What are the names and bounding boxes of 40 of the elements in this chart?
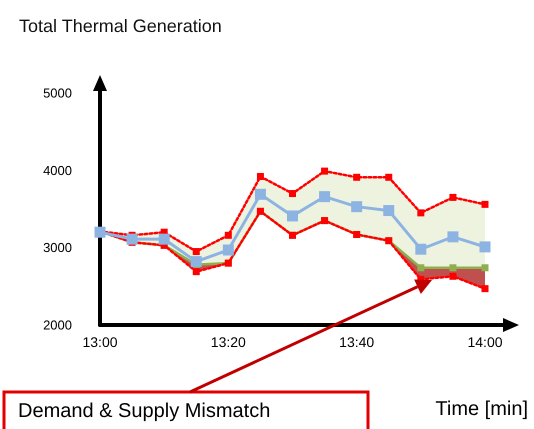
point xyxy=(126,234,138,245)
point xyxy=(385,174,392,181)
y-tick-label: 4000 xyxy=(43,162,72,178)
x-tick-label: 14:00 xyxy=(467,334,503,350)
point xyxy=(321,168,328,175)
point xyxy=(482,285,488,292)
point xyxy=(289,190,296,198)
point xyxy=(224,232,232,239)
point xyxy=(480,241,490,252)
point xyxy=(351,201,362,212)
point xyxy=(256,173,264,180)
x-tick-label: 13:20 xyxy=(210,334,246,350)
y-tick-label: 5000 xyxy=(43,86,72,100)
y-tick-label: 2000 xyxy=(43,318,72,332)
x-tick-label: 13:40 xyxy=(339,334,374,350)
point xyxy=(449,194,456,201)
y-tick-label: 3000 xyxy=(43,240,72,256)
text: Demand & Supply Mismatch xyxy=(18,400,270,422)
point xyxy=(222,244,234,256)
point xyxy=(192,248,200,256)
point xyxy=(482,200,488,208)
point xyxy=(319,191,330,202)
point xyxy=(417,209,424,216)
point xyxy=(482,264,488,272)
point xyxy=(192,268,200,276)
point xyxy=(94,226,106,238)
point xyxy=(449,272,456,280)
x-axis-title: Time [min] xyxy=(435,398,528,420)
point xyxy=(353,174,360,181)
point xyxy=(383,205,394,216)
chart-title: Total Thermal Generation xyxy=(19,16,222,36)
point xyxy=(287,210,298,222)
point xyxy=(417,264,424,272)
point xyxy=(190,256,202,268)
x-tick-label: 13:00 xyxy=(82,334,118,350)
point xyxy=(415,244,426,255)
point xyxy=(447,231,458,242)
point xyxy=(449,264,456,272)
point xyxy=(158,234,170,245)
point xyxy=(254,188,266,200)
